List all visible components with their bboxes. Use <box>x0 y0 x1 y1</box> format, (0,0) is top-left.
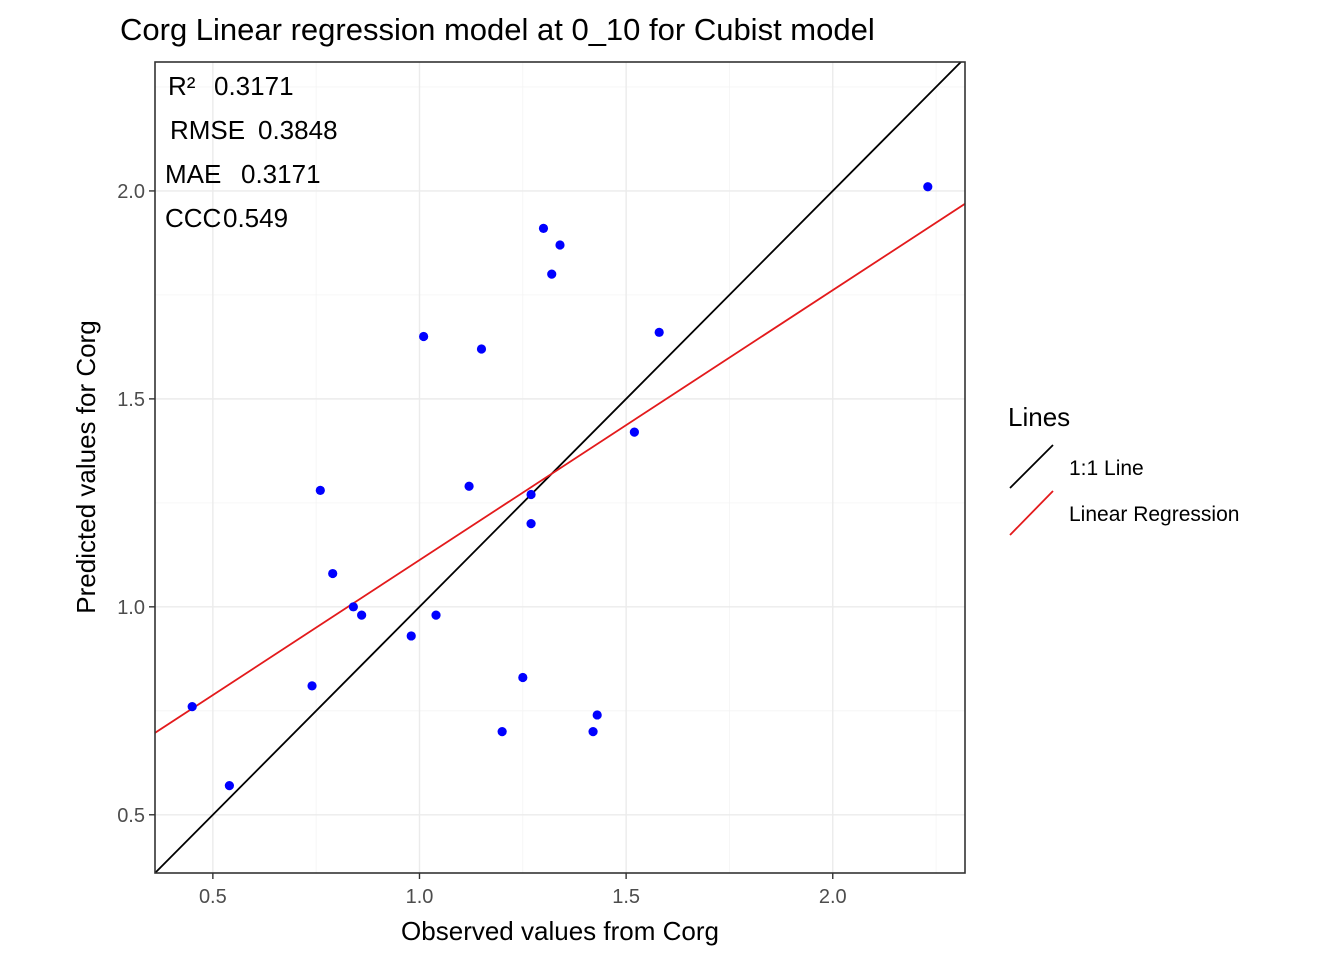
metrics-annotations: R² 0.3171 RMSE 0.3848 MAE 0.3171 CCC 0.5… <box>165 71 338 233</box>
y-tick-label: 1.5 <box>117 389 145 411</box>
data-point <box>547 269 557 279</box>
annotation-ccc-label: CCC <box>165 203 221 233</box>
series-lines <box>155 62 965 873</box>
data-point <box>588 726 598 737</box>
annotation-r2-value: 0.3171 <box>214 71 294 101</box>
chart-title: Corg Linear regression model at 0_10 for… <box>120 12 875 47</box>
data-point <box>464 481 474 491</box>
legend-label-1to1: 1:1 Line <box>1069 457 1144 480</box>
legend-key-1to1 <box>1009 444 1054 489</box>
legend-title: Lines <box>1008 402 1070 432</box>
annotation-ccc-value: 0.549 <box>223 203 288 233</box>
x-tick-label: 1.0 <box>406 886 434 908</box>
data-point <box>307 681 317 691</box>
data-point <box>518 672 528 683</box>
annotation-r2-label: R² <box>168 71 196 101</box>
data-point <box>431 610 441 620</box>
data-point <box>315 485 325 495</box>
line-linear-regression <box>155 203 965 734</box>
y-tick-label: 0.5 <box>117 805 145 827</box>
data-point <box>629 427 639 437</box>
data-point <box>526 489 536 500</box>
line-1to1 <box>155 62 963 873</box>
x-tick-label: 2.0 <box>819 886 847 908</box>
y-tick-label: 1.0 <box>117 597 145 619</box>
data-point <box>476 344 487 354</box>
data-point <box>497 726 507 737</box>
plot-panel-border <box>154 61 966 874</box>
legend-label-regression: Linear Regression <box>1069 503 1239 526</box>
y-axis-title: Predicted values for Corg <box>71 320 101 613</box>
data-point <box>592 710 602 720</box>
data-point <box>526 519 536 529</box>
data-point <box>654 327 664 337</box>
data-point <box>224 781 234 791</box>
x-axis-title: Observed values from Corg <box>401 916 719 946</box>
annotation-mae-value: 0.3171 <box>241 159 321 189</box>
data-point <box>419 331 429 342</box>
legend: Lines 1:1 Line Linear Regression <box>1008 402 1239 536</box>
data-point <box>328 568 338 579</box>
annotation-rmse-label: RMSE <box>170 115 245 145</box>
data-point <box>187 702 197 712</box>
data-point <box>406 631 416 641</box>
data-point <box>538 223 549 233</box>
annotation-rmse-value: 0.3848 <box>258 115 338 145</box>
y-tick-label: 2.0 <box>117 181 145 203</box>
data-points <box>187 182 933 791</box>
axis-ticks: 0.5 1.0 1.5 2.0 0.5 1.0 1.5 2.0 <box>117 181 846 908</box>
legend-key-regression <box>1009 490 1054 536</box>
data-point <box>923 182 933 192</box>
x-tick-label: 0.5 <box>199 886 227 908</box>
data-point <box>348 602 358 612</box>
data-point <box>357 610 367 620</box>
annotation-mae-label: MAE <box>165 159 221 189</box>
x-tick-label: 1.5 <box>612 886 640 908</box>
grid <box>155 62 965 873</box>
data-point <box>555 240 565 250</box>
